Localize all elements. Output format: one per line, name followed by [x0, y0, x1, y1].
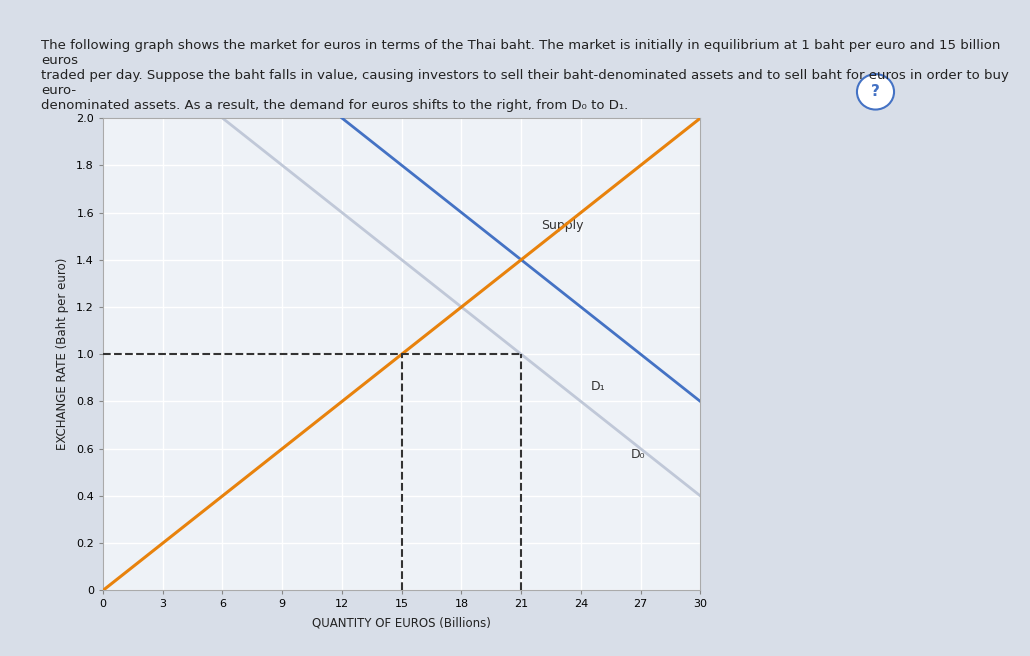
Text: ?: ? [871, 85, 880, 99]
Text: D₀: D₀ [630, 448, 645, 461]
X-axis label: QUANTITY OF EUROS (Billions): QUANTITY OF EUROS (Billions) [312, 617, 491, 629]
Circle shape [857, 74, 894, 110]
Text: Supply: Supply [541, 219, 584, 232]
Y-axis label: EXCHANGE RATE (Baht per euro): EXCHANGE RATE (Baht per euro) [57, 258, 69, 451]
Text: D₁: D₁ [591, 380, 606, 393]
Text: The following graph shows the market for euros in terms of the Thai baht. The ma: The following graph shows the market for… [41, 39, 1009, 112]
